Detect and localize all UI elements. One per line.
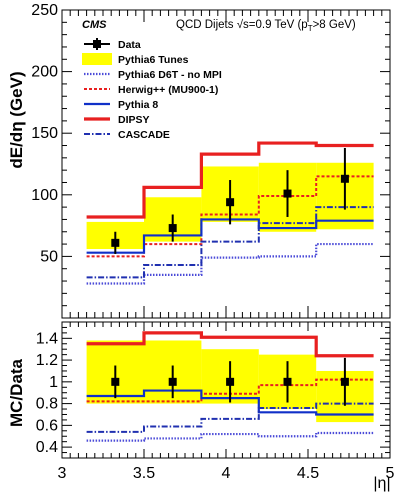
x-axis-title: |η| [373, 475, 390, 492]
bottom-series-pythia6-d6t-no-mpi [86, 431, 374, 442]
bottom-series-dipsy [86, 331, 374, 358]
bottom-panel: 0.4 0.6 0.8 1 1.2 1.4 3 3.5 4 4.5 5 [36, 321, 395, 482]
legend-label-data: Data [118, 39, 141, 51]
bottom-data-point-3 [283, 377, 292, 386]
bottom-y-tick-label: 1.2 [36, 352, 58, 369]
legend-label-pythia6-tunes: Pythia6 Tunes [118, 54, 189, 66]
legend-swatch-pythia6-tunes [82, 53, 112, 65]
legend-label-dipsy: DIPSY [118, 114, 150, 126]
top-y-tick-label: 50 [40, 248, 58, 265]
bottom-data-point-2 [226, 377, 235, 386]
top-y-tick-label: 100 [31, 187, 58, 204]
bottom-y-axis-title: MC/Data [7, 358, 26, 427]
top-data-point-1 [168, 224, 177, 233]
bottom-y-tick-label: 1 [49, 374, 58, 391]
bottom-y-tick-label: 1.4 [36, 330, 58, 347]
top-series-cascade [86, 206, 374, 279]
bottom-y-tick-label: 0.4 [36, 439, 58, 456]
top-y-axis-title: dE/dη (GeV) [7, 71, 26, 168]
top-panel: 50 100 150 200 250 [31, 2, 391, 319]
legend-label-pythia-8: Pythia 8 [118, 99, 158, 111]
top-y-tick-label: 200 [31, 64, 58, 81]
bottom-series-cascade [86, 402, 374, 433]
x-tick-label: 4.5 [297, 465, 319, 482]
x-tick-label: 3 [58, 465, 67, 482]
bottom-data-point-1 [168, 377, 177, 386]
bottom-data-point-0 [111, 377, 120, 386]
x-tick-label: 4 [222, 465, 231, 482]
legend-label-herwig-mu900-1: Herwig++ (MU900-1) [118, 84, 218, 96]
top-y-tick-label: 150 [31, 125, 58, 142]
condition-label: QCD Dijets √s=0.9 TeV (pT>8 GeV) [176, 18, 356, 33]
top-data-point-3 [283, 189, 292, 198]
top-data-point-2 [226, 198, 235, 207]
top-data-point-4 [340, 174, 349, 183]
top-series-dipsy [86, 141, 374, 219]
bottom-data-point-4 [340, 377, 349, 386]
legend-label-pythia6-d6t-no-mpi: Pythia6 D6T - no MPI [118, 69, 222, 81]
top-y-tick-label: 250 [31, 2, 58, 19]
experiment-label: CMS [82, 19, 107, 31]
legend-label-cascade: CASCADE [118, 129, 170, 141]
x-tick-label: 3.5 [133, 465, 155, 482]
bottom-y-tick-label: 0.8 [36, 396, 58, 413]
bottom-series-herwig-mu900-1 [86, 378, 374, 403]
x-tick-label: 5 [386, 465, 395, 482]
legend: Data Pythia6 Tunes Pythia6 D6T - no MPI Her… [82, 38, 222, 141]
top-series-pythia6-d6t-no-mpi [86, 242, 374, 285]
legend-swatch-data [93, 40, 101, 48]
bottom-y-tick-label: 0.6 [36, 417, 58, 434]
top-data-point-0 [111, 238, 120, 247]
